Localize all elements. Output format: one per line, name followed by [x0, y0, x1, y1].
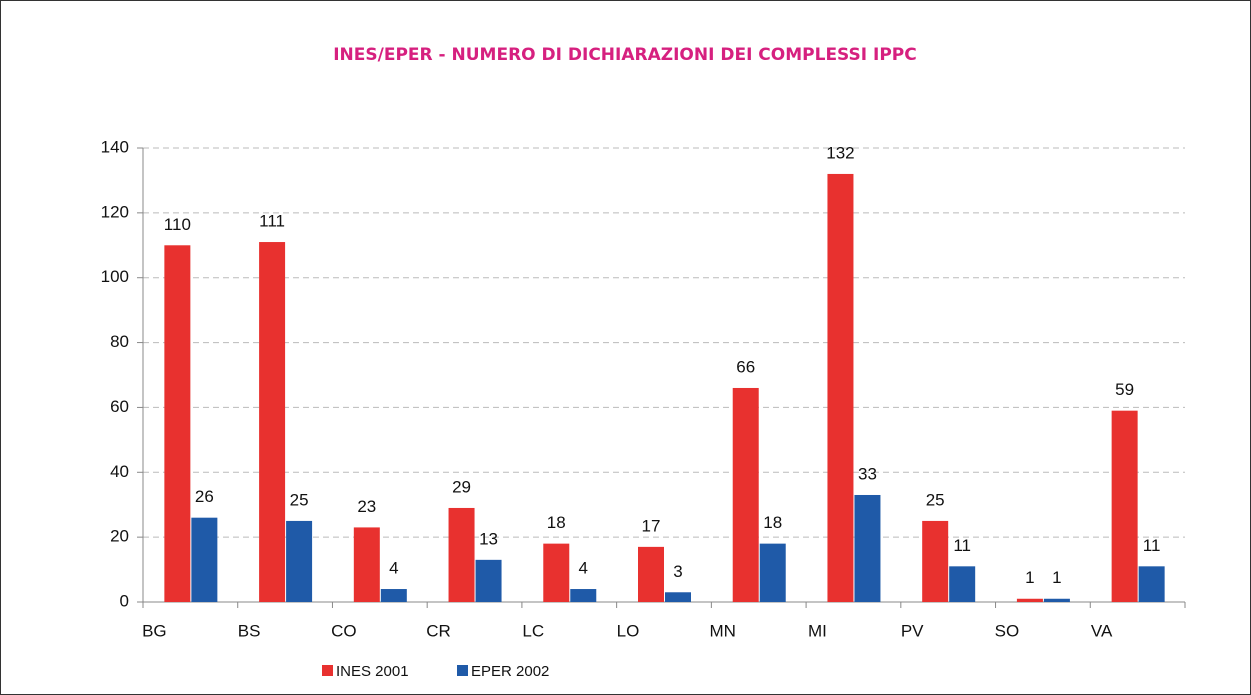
y-tick-label: 40	[110, 462, 129, 481]
bar	[665, 592, 691, 602]
bar	[854, 494, 881, 602]
bar	[732, 387, 759, 602]
legend-label: EPER 2002	[471, 663, 549, 680]
bar	[638, 546, 664, 602]
value-label: 110	[164, 215, 191, 234]
legend-label: INES 2001	[336, 663, 409, 680]
value-label: 59	[1115, 380, 1134, 399]
x-tick-label: VA	[1091, 621, 1113, 640]
bar	[570, 589, 597, 602]
bar	[759, 543, 786, 602]
value-label: 4	[389, 559, 398, 578]
value-label: 11	[953, 536, 971, 555]
bar	[380, 589, 407, 602]
x-tick-label: CR	[426, 621, 451, 640]
x-tick-label: BS	[238, 621, 261, 640]
value-label: 4	[579, 559, 588, 578]
y-tick-label: 100	[101, 267, 129, 286]
value-label: 25	[290, 490, 309, 509]
value-label: 132	[826, 143, 854, 162]
y-tick-label: 60	[110, 397, 129, 416]
value-label: 18	[547, 513, 566, 532]
x-tick-label: MN	[710, 621, 736, 640]
y-tick-label: 20	[110, 527, 129, 546]
value-label: 17	[642, 516, 661, 535]
value-label: 111	[259, 212, 285, 231]
x-tick-label: SO	[995, 621, 1020, 640]
y-tick-label: 120	[101, 202, 129, 221]
x-tick-label: BG	[142, 621, 167, 640]
y-tick-label: 0	[120, 591, 129, 610]
bar	[1016, 598, 1043, 602]
x-tick-label: LC	[522, 621, 544, 640]
bar	[922, 520, 949, 602]
bar	[448, 507, 475, 602]
value-label: 13	[479, 529, 498, 548]
value-label: 11	[1143, 536, 1161, 555]
value-label: 23	[357, 497, 376, 516]
chart-title: INES/EPER - NUMERO DI DICHIARAZIONI DEI …	[333, 45, 917, 65]
bar	[286, 520, 313, 602]
bar	[543, 543, 570, 602]
x-tick-label: PV	[901, 621, 924, 640]
value-label: 29	[452, 477, 471, 496]
value-label: 3	[673, 562, 682, 581]
bar	[164, 245, 191, 603]
bar	[1111, 410, 1138, 602]
bar	[1138, 566, 1165, 602]
bar	[827, 173, 854, 602]
x-tick-label: CO	[331, 621, 357, 640]
value-label: 1	[1025, 568, 1034, 587]
value-label: 66	[736, 357, 755, 376]
bar	[259, 242, 286, 603]
legend-swatch	[457, 665, 468, 676]
value-label: 26	[195, 487, 214, 506]
x-tick-label: LO	[617, 621, 640, 640]
y-tick-label: 140	[101, 137, 129, 156]
y-tick-label: 80	[110, 332, 129, 351]
legend-swatch	[322, 665, 333, 676]
bar	[949, 566, 976, 602]
bar	[475, 559, 502, 602]
bar	[353, 527, 380, 602]
value-label: 1	[1052, 568, 1061, 587]
value-label: 25	[926, 490, 945, 509]
value-label: 33	[858, 464, 877, 483]
bar	[191, 517, 218, 602]
x-tick-label: MI	[808, 621, 827, 640]
bar	[1043, 598, 1070, 602]
value-label: 18	[763, 513, 782, 532]
